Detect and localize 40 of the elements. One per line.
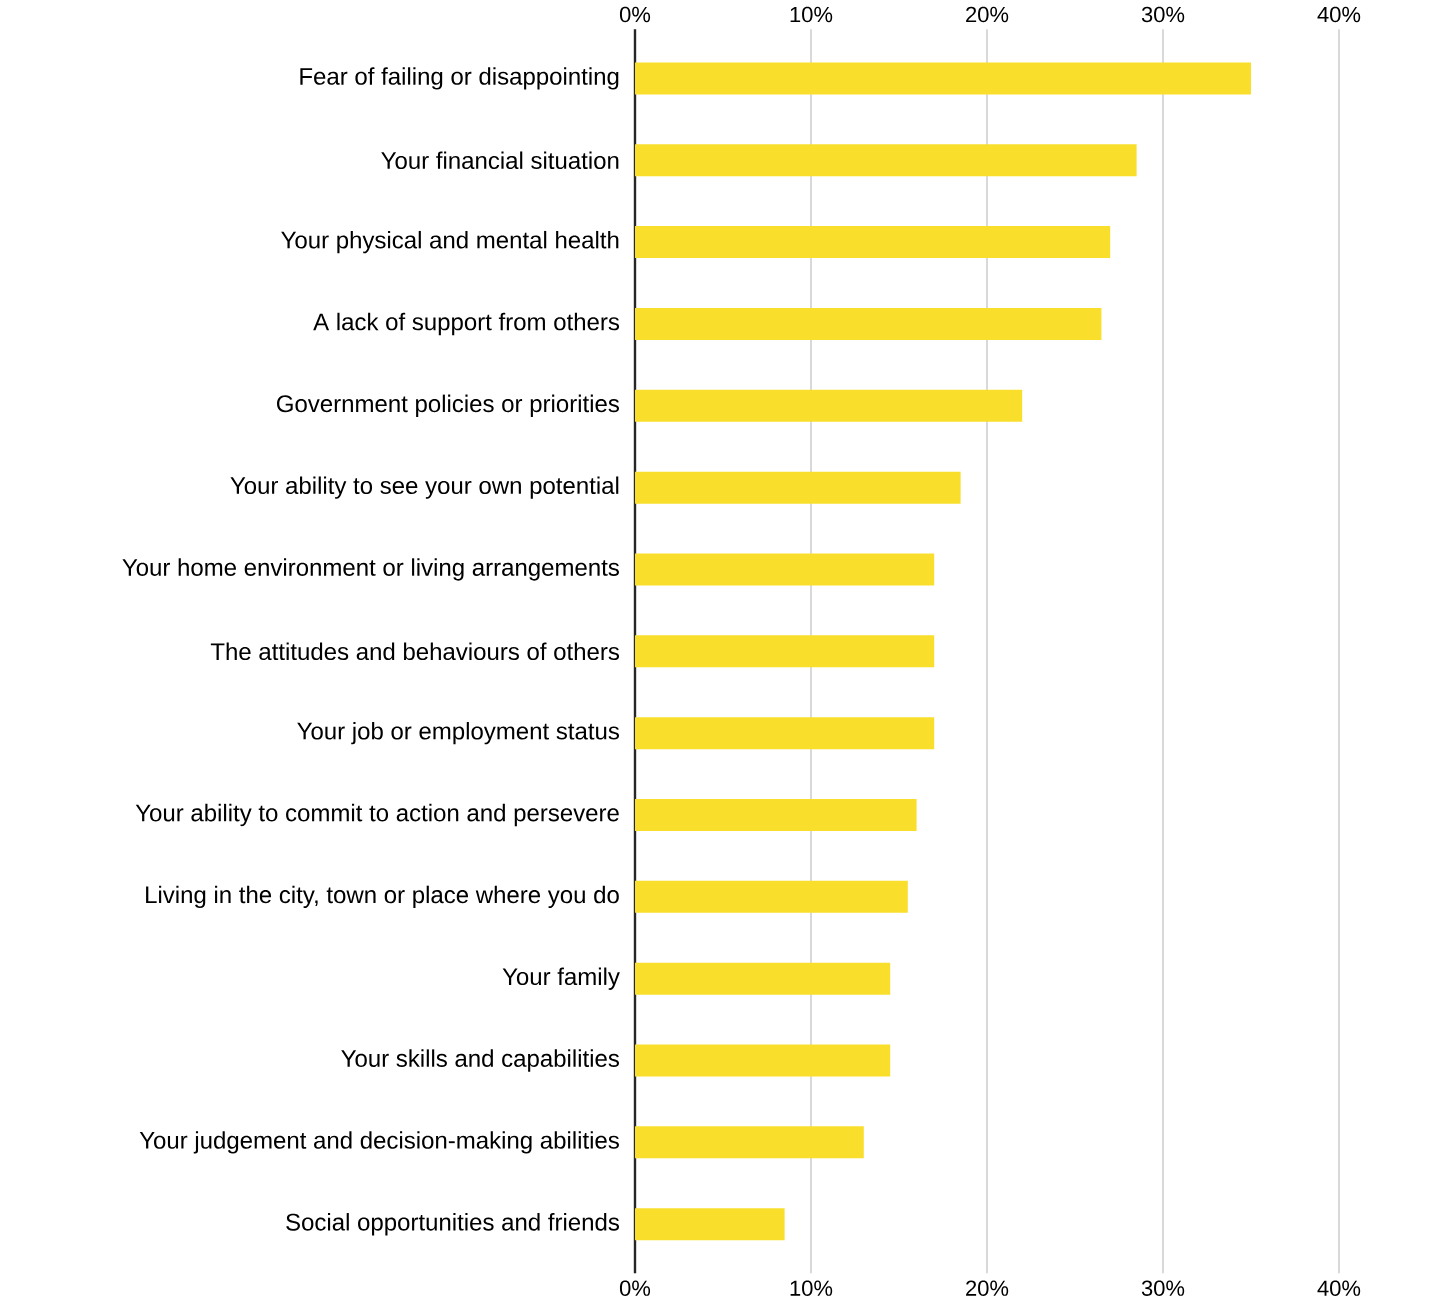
y-tick-label: Your ability to see your own potential	[230, 476, 619, 500]
y-tick-label: Your financial situation	[381, 151, 619, 170]
bar	[635, 881, 908, 914]
y-tick-label: Your skills and capabilities	[341, 1049, 619, 1072]
y-tick-label: Fear of failing or disappointing	[300, 67, 619, 90]
x2-tick-label: 20%	[966, 1280, 1009, 1297]
bar	[635, 1126, 864, 1159]
y-tick-label: Your ability to commit to action and persevere	[135, 804, 619, 827]
y-tick-label: Your home environment or living arrangements	[122, 558, 619, 581]
bar	[635, 389, 1023, 422]
x2-tick-label: 10%	[790, 1280, 833, 1297]
bar	[635, 962, 891, 995]
y-tick-label: Your family	[502, 967, 620, 991]
x-tick-label: 0%	[619, 6, 651, 23]
y-tick-label: Your physical and mental health	[281, 231, 619, 254]
bar	[635, 144, 1137, 177]
y-tick-label: Living in the city, town or place where you do	[146, 885, 619, 909]
bar	[635, 799, 917, 832]
bar	[635, 62, 1251, 95]
bar	[635, 308, 1102, 341]
bar	[635, 471, 961, 504]
bar	[635, 717, 935, 750]
bar	[635, 1044, 891, 1077]
y-tick-label: A lack of support from others	[313, 312, 620, 336]
y-tick-label: Your judgement and decision-making abilities	[139, 1131, 619, 1154]
bar	[635, 226, 1111, 259]
x2-tick-label: 0%	[619, 1280, 651, 1297]
x-tick-label: 30%	[1141, 6, 1185, 23]
y-tick-label: Government policies or priorities	[276, 394, 619, 418]
y-tick-label: Social opportunities and friends	[286, 1213, 619, 1236]
x-tick-label: 20%	[966, 6, 1009, 23]
bar	[635, 635, 935, 668]
x2-tick-label: 40%	[1317, 1280, 1361, 1297]
bar	[635, 1208, 785, 1241]
y-tick-label: The attitudes and behaviours of others	[210, 642, 620, 661]
bar	[635, 553, 935, 586]
y-tick-label: Your job or employment status	[297, 722, 620, 745]
x2-tick-label: 30%	[1141, 1280, 1185, 1297]
x-tick-label: 10%	[790, 6, 833, 23]
x-tick-label: 40%	[1317, 6, 1361, 23]
